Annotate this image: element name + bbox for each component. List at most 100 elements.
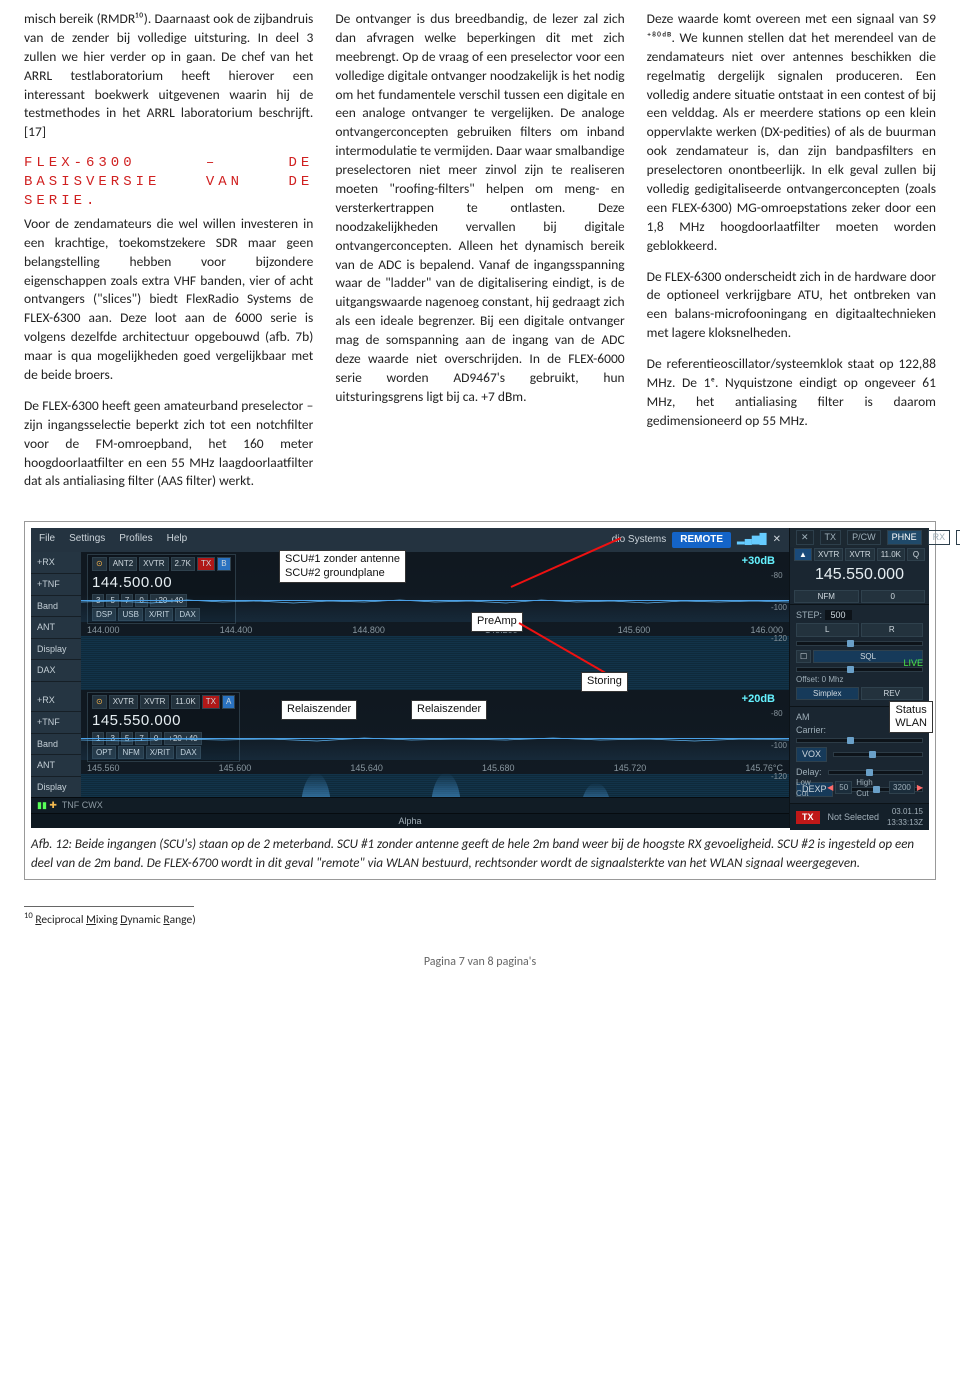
pane-1: +RX +TNF Band ANT Display DAX ⊙ ANT2 XVT… xyxy=(31,552,789,690)
tnf-cwx[interactable]: TNF CWX xyxy=(62,800,103,810)
t1-txb[interactable]: B xyxy=(217,557,230,570)
side2-rx[interactable]: +RX xyxy=(31,690,81,712)
rt-q[interactable]: Q xyxy=(907,548,925,561)
side-display[interactable]: Display xyxy=(31,639,81,661)
right-freq[interactable]: 145.550.000 xyxy=(790,562,929,588)
sub-tx[interactable]: TX xyxy=(820,530,842,545)
yl-80: -80 xyxy=(771,570,787,581)
mhz-lbl: Mhz xyxy=(828,675,843,684)
fn-r: R xyxy=(35,913,41,927)
menubar: File Settings Profiles Help dio Systems … xyxy=(31,528,789,552)
tx-button[interactable]: TX xyxy=(796,811,820,824)
col3-para1: Deze waarde komt overeen met een signaal… xyxy=(647,10,936,256)
side2-ant[interactable]: ANT xyxy=(31,755,81,777)
section-heading-flex6300: FLEX-6300 – de basisversie van de serie. xyxy=(24,154,313,211)
column-3: Deze waarde komt overeen met een signaal… xyxy=(647,10,936,503)
waterfall-img-1 xyxy=(81,636,789,690)
waterfall-1[interactable]: ⊙ ANT2 XVTR 2.7K TX B 144.500.00 3 5 7 xyxy=(81,552,789,690)
t2-bw[interactable]: 11.0K xyxy=(171,695,199,708)
freq-scale-1: 144.000 144.400 144.800 145.200 145.600 … xyxy=(81,624,789,637)
sql-toggle[interactable]: ☐ xyxy=(796,650,811,663)
rev[interactable]: REV xyxy=(861,687,924,700)
col3-para3: De referentieoscillator/systeemklok staa… xyxy=(647,355,936,431)
step-label: STEP: xyxy=(796,610,822,620)
fs2-1: 145.600 xyxy=(219,762,252,775)
yl2-100: -100 xyxy=(771,740,787,751)
offset-val[interactable]: 0 xyxy=(822,675,826,684)
column-2: De ontvanger is dus breedbandig, de leze… xyxy=(335,10,624,503)
fs2-3: 145.680 xyxy=(482,762,515,775)
rt-r[interactable]: R xyxy=(861,623,924,636)
fs2-2: 145.640 xyxy=(350,762,383,775)
bottom-bars: ▮▮ ✚ TNF CWX Alpha xyxy=(31,797,789,828)
side2-display[interactable]: Display xyxy=(31,777,81,799)
step-value[interactable]: 500 xyxy=(825,610,852,620)
menu-profiles[interactable]: Profiles xyxy=(119,532,152,548)
side-tnf[interactable]: +TNF xyxy=(31,574,81,596)
t1-bw[interactable]: 2.7K xyxy=(171,557,195,570)
sdr-left: File Settings Profiles Help dio Systems … xyxy=(31,528,789,828)
col1-para2: Voor de zendamateurs die wel willen inve… xyxy=(24,215,313,385)
remote-button[interactable]: REMOTE xyxy=(672,532,731,548)
rt-0[interactable]: 0 xyxy=(861,590,926,603)
rt-l[interactable]: L xyxy=(796,623,859,636)
t2-txa[interactable]: A xyxy=(222,695,235,708)
tx-note: Not Selected xyxy=(827,811,879,824)
yl-120: -120 xyxy=(771,633,787,644)
rt-bw[interactable]: 11.0K xyxy=(877,548,905,561)
fn-r2: R xyxy=(163,913,169,927)
t2-xvtr2[interactable]: XVTR xyxy=(140,695,169,708)
sub-pcw[interactable]: P/CW xyxy=(847,530,881,545)
menu-file[interactable]: File xyxy=(39,532,55,548)
t1-txlbl: TX xyxy=(197,557,215,570)
close-icon[interactable]: ✕ xyxy=(773,533,781,547)
page-number: Pagina 7 van 8 pagina's xyxy=(24,954,936,971)
fs1-2: 144.800 xyxy=(352,624,385,637)
side2-tnf[interactable]: +TNF xyxy=(31,712,81,734)
sdr-screenshot: File Settings Profiles Help dio Systems … xyxy=(31,528,929,828)
side2-band[interactable]: Band xyxy=(31,734,81,756)
side-band[interactable]: Band xyxy=(31,596,81,618)
t2-xvtr[interactable]: XVTR xyxy=(109,695,138,708)
fs1-4: 145.600 xyxy=(618,624,651,637)
sub-rx[interactable]: RX xyxy=(928,530,951,545)
side-dax[interactable]: DAX xyxy=(31,660,81,682)
t1-ant[interactable]: ANT2 xyxy=(109,557,137,570)
gain-20db: +20dB xyxy=(742,692,775,707)
lowcut-lbl: Low Cut xyxy=(796,777,825,799)
brand-text: dio Systems xyxy=(612,533,666,547)
gain-30db: +30dB xyxy=(742,554,775,569)
side-rx[interactable]: +RX xyxy=(31,552,81,574)
fn-d: D xyxy=(120,913,127,927)
fs1-1: 144.400 xyxy=(220,624,253,637)
vox-button[interactable]: VOX xyxy=(796,747,827,762)
highcut[interactable]: 3200 xyxy=(889,781,915,794)
sub-x[interactable]: ✕ xyxy=(796,530,814,545)
menu-help[interactable]: Help xyxy=(167,532,188,548)
lowcut[interactable]: 50 xyxy=(835,781,852,794)
signal-icon: ▂▄▆█ xyxy=(737,533,767,547)
label-preamp: PreAmp xyxy=(471,612,523,631)
slider-delay[interactable] xyxy=(828,770,923,775)
rt-nfm[interactable]: NFM xyxy=(794,590,859,603)
rt-xvtr1[interactable]: XVTR xyxy=(814,548,843,561)
slider-lr[interactable] xyxy=(796,641,923,646)
t1-xvtr[interactable]: XVTR xyxy=(139,557,168,570)
slider-carrier[interactable] xyxy=(796,738,923,743)
rt-xvtr2[interactable]: XVTR xyxy=(845,548,874,561)
fs2-4: 145.720 xyxy=(614,762,647,775)
figure-caption: Afb. 12: Beide ingangen (SCU's) staan op… xyxy=(31,836,929,872)
sub-phne[interactable]: PHNE xyxy=(887,530,922,545)
sdr-right-panel: ✕ TX P/CW PHNE RX EQ ▲ XVTR XVTR 11.0K Q… xyxy=(789,528,929,828)
menu-settings[interactable]: Settings xyxy=(69,532,105,548)
simplex[interactable]: Simplex xyxy=(796,687,859,700)
sub-eq[interactable]: EQ xyxy=(956,530,960,545)
tx-bar: TX Not Selected 03.01.15 13:33:13Z xyxy=(790,803,929,830)
label-wlan: Status WLAN xyxy=(889,701,933,733)
col2-para1: De ontvanger is dus breedbandig, de leze… xyxy=(335,10,624,407)
label-relais-1: Relaiszender xyxy=(281,700,357,719)
side-ant[interactable]: ANT xyxy=(31,617,81,639)
fs1-0: 144.000 xyxy=(87,624,120,637)
slider-vox[interactable] xyxy=(833,752,923,757)
figure-12: File Settings Profiles Help dio Systems … xyxy=(24,521,936,879)
